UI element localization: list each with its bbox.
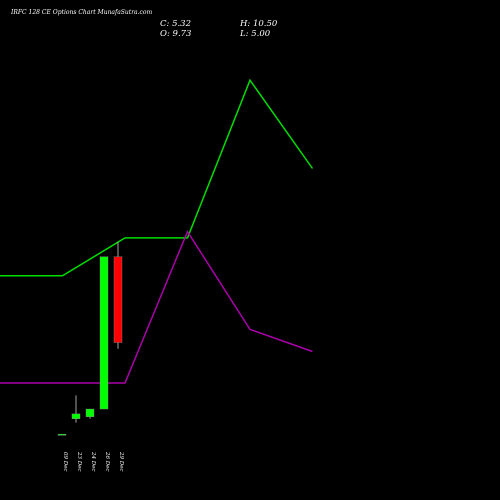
x-tick-label: 23 Dec [76,451,82,472]
candle-body [113,256,123,343]
x-tick-label: 24 Dec [90,451,96,472]
x-tick-label: 29 Dec [118,451,124,472]
candle-29-dec [113,241,123,349]
candle-body [85,408,95,418]
overlay-line-purple [0,229,313,384]
candle-26-dec [99,256,109,410]
overlay-line-green [0,78,314,277]
candle-24-dec [85,408,95,419]
low-value: L: 5.00 [240,29,271,39]
x-tick-labels: 09 Dec 23 Dec 24 Dec 26 Dec 29 Dec [62,451,124,472]
x-tick-label: 26 Dec [104,451,110,472]
candles [57,241,123,436]
open-value: O: 9.73 [160,29,192,39]
high-value: H: 10.50 [240,19,278,29]
x-tick-label: 09 Dec [62,452,68,472]
candle-23-dec [71,395,81,423]
overlay-lines [0,78,314,384]
close-value: C: 5.32 [160,19,191,29]
candle-09-dec [57,433,67,436]
candle-body [57,433,67,436]
chart-title: IRFC 128 CE Options Chart MunafaSutra.co… [11,9,153,16]
candle-body [99,256,109,410]
candle-body [71,413,81,419]
